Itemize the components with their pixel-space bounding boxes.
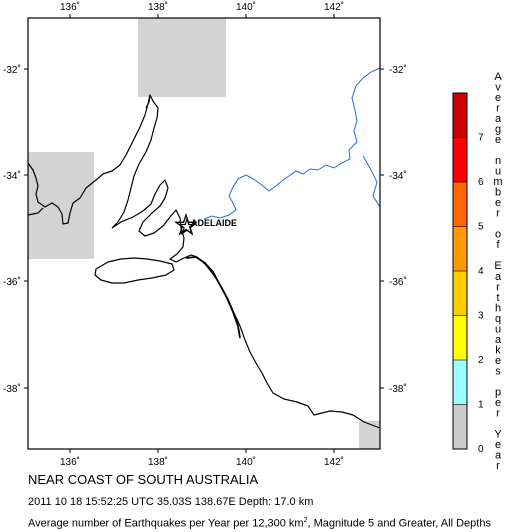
legend-title-glyph: u <box>495 166 501 178</box>
lat-tick-label: -36˚ <box>3 276 21 288</box>
lat-tick-label: -32˚ <box>3 64 21 76</box>
legend-tick-label: 2 <box>478 355 484 366</box>
murray-river-upper <box>362 155 381 208</box>
coastline <box>27 94 381 429</box>
legend-title-glyph: h <box>495 302 501 314</box>
legend-title-glyph: f <box>496 239 500 251</box>
legend-title-glyph: a <box>495 449 502 461</box>
legend-tick-label: 4 <box>478 266 484 277</box>
legend-title-glyph: v <box>495 82 501 94</box>
lat-tick-label: -36˚ <box>389 276 407 288</box>
event-info: 2011 10 18 15:52:25 UTC 35.03S 138.67E D… <box>28 496 314 508</box>
star-icon <box>173 212 199 236</box>
legend-color-segment <box>453 315 467 360</box>
legend-title-glyph: r <box>496 103 500 115</box>
west-coast-fragment <box>27 207 44 216</box>
lon-tick-label: 138˚ <box>148 456 168 468</box>
spencer-gulf-head <box>145 94 151 109</box>
legend-title-glyph: e <box>495 197 501 209</box>
legend-color-segment <box>453 93 467 138</box>
kangaroo-island <box>94 257 175 284</box>
legend-title-glyph: o <box>495 229 501 241</box>
legend-title-glyph: e <box>495 92 501 104</box>
legend-tick-label: 1 <box>478 400 484 411</box>
lat-labels-right: -32˚ -34˚ -36˚ -38˚ <box>389 64 407 395</box>
legend-title-glyph: u <box>495 323 501 335</box>
rivers <box>203 67 381 220</box>
lon-labels-top: 136˚ 138˚ 140˚ 142˚ <box>60 1 344 13</box>
legend-color-bar <box>453 93 467 449</box>
lat-labels-left: -32˚ -34˚ -36˚ -38˚ <box>3 64 21 395</box>
legend-title-glyph: e <box>495 439 501 451</box>
lat-tick-label: -34˚ <box>3 170 21 182</box>
lon-tick-label: 140˚ <box>236 1 256 13</box>
lon-tick-label: 138˚ <box>148 1 168 13</box>
legend-title-glyph: r <box>496 208 500 220</box>
legend-title-glyph: s <box>495 365 501 377</box>
coorong-coast <box>185 256 241 339</box>
lon-tick-label: 136˚ <box>60 456 80 468</box>
legend-tick-label: 5 <box>478 222 484 233</box>
legend-color-segment <box>453 137 467 182</box>
lon-tick-label: 136˚ <box>60 1 80 13</box>
legend-title-glyph: e <box>495 134 501 146</box>
lon-tick-label: 142˚ <box>324 1 344 13</box>
legend-title-glyph: m <box>493 176 502 188</box>
epicenter-marker <box>173 212 199 236</box>
legend-ticks: 0 1 2 3 4 5 6 7 <box>453 133 484 455</box>
legend-title-glyph: t <box>496 292 499 304</box>
lat-tick-label: -38˚ <box>3 383 21 395</box>
legend-tick-label: 3 <box>478 311 484 322</box>
city-label: ADELAIDE <box>191 218 237 228</box>
hazard-cell <box>28 152 94 259</box>
legend-title-glyph: a <box>495 271 502 283</box>
legend-color-segment <box>453 271 467 316</box>
lon-tick-label: 142˚ <box>324 456 344 468</box>
legend-title-glyph: a <box>495 113 502 125</box>
legend-title-glyph: r <box>496 407 500 419</box>
hazard-cell <box>138 18 226 97</box>
lat-tick-label: -32˚ <box>389 64 407 76</box>
map-frame <box>27 17 381 450</box>
legend-title-glyph: r <box>496 281 500 293</box>
legend-title-glyph: a <box>495 334 502 346</box>
legend-title-glyph: b <box>495 187 501 199</box>
legend-color-segment <box>453 360 467 405</box>
lat-tick-label: -34˚ <box>389 170 407 182</box>
legend-title-glyph: k <box>495 344 501 356</box>
legend-tick-label: 6 <box>478 177 484 188</box>
legend-title-glyph: e <box>495 355 501 367</box>
legend-color-segment <box>453 404 467 449</box>
legend-title-glyph: r <box>496 460 500 472</box>
legend-tick-label: 7 <box>478 133 484 144</box>
legend-title-glyph: q <box>495 313 501 325</box>
southeast-coast <box>196 256 381 429</box>
legend-title-glyph: e <box>495 397 501 409</box>
description-text-end: , Magnitude 5 and Greater, All Depths <box>307 517 491 530</box>
legend-title-glyph: E <box>494 260 501 272</box>
description-superscript: 2 <box>303 517 308 524</box>
legend-title-glyph: A <box>494 71 502 83</box>
lon-labels-bottom: 136˚ 138˚ 140˚ 142˚ <box>60 456 344 468</box>
lon-tick-label: 140˚ <box>236 456 256 468</box>
hazard-cell <box>359 421 380 449</box>
eyre-peninsula-coast <box>27 94 159 229</box>
murray-river <box>203 67 381 220</box>
lat-tick-label: -38˚ <box>389 383 407 395</box>
legend-title-glyph: n <box>495 155 501 167</box>
map-title: NEAR COAST OF SOUTH AUSTRALIA <box>28 472 259 487</box>
map-frame-ticks <box>24 14 384 453</box>
legend-color-segment <box>453 182 467 227</box>
description-text: Average number of Earthquakes per Year p… <box>28 517 304 530</box>
legend-tick-label: 0 <box>478 444 484 455</box>
map-description: Average number of Earthquakes per Year p… <box>28 517 491 530</box>
legend-title-glyph: p <box>495 386 501 398</box>
legend-title-glyph: g <box>495 124 501 136</box>
legend-title-glyph: Y <box>494 428 502 440</box>
yorke-peninsula-coast <box>111 179 198 263</box>
hazard-cells <box>28 18 380 449</box>
legend-color-segment <box>453 226 467 271</box>
